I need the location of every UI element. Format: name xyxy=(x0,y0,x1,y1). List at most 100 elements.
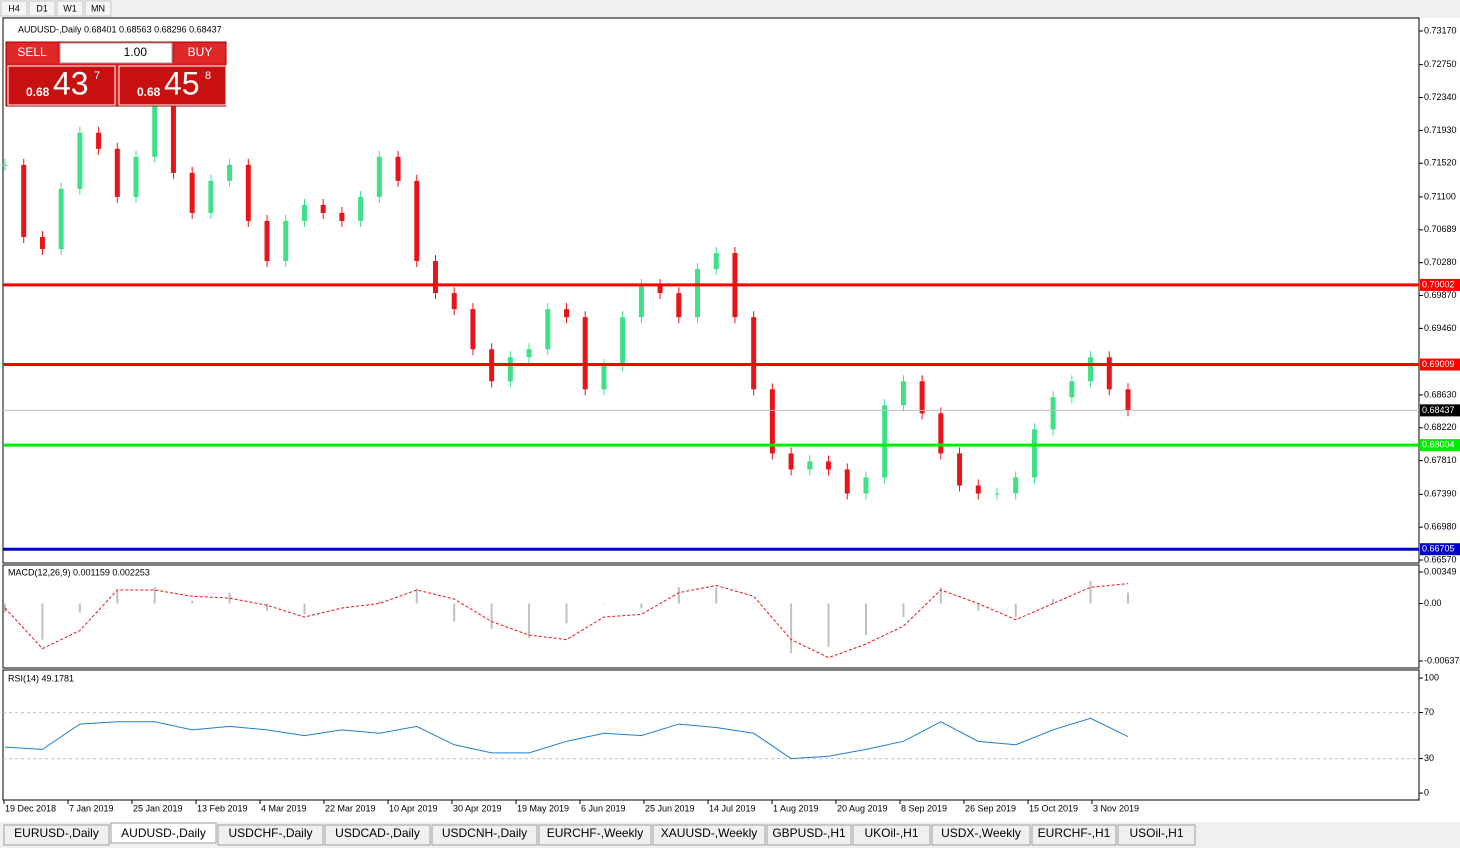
timeframe-label[interactable]: D1 xyxy=(36,3,48,13)
price-main[interactable]: 45 xyxy=(164,65,200,101)
timeframe-button[interactable] xyxy=(56,0,84,17)
tab[interactable] xyxy=(3,824,110,846)
tab[interactable] xyxy=(324,824,431,846)
x-tick-label: 25 Jan 2019 xyxy=(133,803,183,813)
level-label: 0.70002 xyxy=(1422,279,1455,289)
candle xyxy=(994,493,1000,495)
y-tick-label: 0.67390 xyxy=(1424,489,1457,499)
x-tick-label: 15 Oct 2019 xyxy=(1029,803,1078,813)
price-prefix[interactable]: 0.68 xyxy=(137,85,161,99)
y-tick-label: 0.00349 xyxy=(1424,566,1457,576)
tab-label[interactable]: USDX-,Weekly xyxy=(941,826,1021,840)
timeframe-label[interactable]: H4 xyxy=(8,3,20,13)
candle xyxy=(1013,477,1019,494)
macd-bar xyxy=(602,603,605,605)
x-tick-label: 10 Apr 2019 xyxy=(389,803,438,813)
timeframe-label[interactable]: W1 xyxy=(63,3,77,13)
price-button[interactable] xyxy=(7,65,116,106)
tab-label[interactable]: USDCHF-,Daily xyxy=(229,826,313,840)
macd-bar xyxy=(565,603,568,624)
sell-button[interactable] xyxy=(7,43,57,63)
level-label: 0.69009 xyxy=(1422,359,1455,369)
macd-bar xyxy=(228,592,231,604)
x-tick-label: 26 Sep 2019 xyxy=(965,803,1016,813)
level-tag xyxy=(1420,439,1460,452)
candle xyxy=(526,349,532,358)
timeframe-label[interactable]: MN xyxy=(91,3,105,13)
tab-label[interactable]: USDCAD-,Daily xyxy=(335,826,420,840)
tab[interactable] xyxy=(931,824,1031,846)
macd-bar xyxy=(303,603,306,615)
price-main[interactable]: 43 xyxy=(53,65,89,101)
y-tick-label: 0.73170 xyxy=(1424,25,1457,35)
lot-value[interactable]: 1.00 xyxy=(124,45,148,59)
level-label: 0.66705 xyxy=(1422,544,1455,554)
tab[interactable] xyxy=(852,824,931,846)
tab-label[interactable]: XAUUSD-,Weekly xyxy=(661,826,757,840)
candle xyxy=(807,461,813,470)
price-sup[interactable]: 7 xyxy=(94,70,100,82)
tab[interactable] xyxy=(110,822,217,844)
candle xyxy=(283,220,289,262)
buy-label[interactable]: BUY xyxy=(188,45,213,59)
x-tick-label: 1 Aug 2019 xyxy=(773,803,819,813)
y-tick-label: 0.69870 xyxy=(1424,290,1457,300)
panel-frame xyxy=(2,564,1420,669)
tab[interactable] xyxy=(217,824,324,846)
y-tick-label: 0.71930 xyxy=(1424,125,1457,135)
candle xyxy=(1069,381,1075,398)
macd-bar xyxy=(153,587,156,604)
tab-label[interactable]: USDCNH-,Daily xyxy=(442,826,527,840)
buy-button[interactable] xyxy=(175,43,225,63)
candle xyxy=(152,104,158,157)
tab[interactable] xyxy=(1031,824,1117,846)
candle xyxy=(900,381,906,406)
macd-bar xyxy=(827,603,830,647)
candle xyxy=(601,365,607,390)
tab-label[interactable]: GBPUSD-,H1 xyxy=(772,826,846,840)
tab-label[interactable]: EURCHF-,H1 xyxy=(1038,826,1111,840)
macd-bar xyxy=(266,603,269,611)
tab-label[interactable]: EURUSD-,Daily xyxy=(14,826,99,840)
macd-bar xyxy=(939,587,942,604)
tab[interactable] xyxy=(538,824,652,846)
candle xyxy=(844,469,850,494)
candle xyxy=(77,132,83,189)
macd-bar xyxy=(902,603,905,618)
tab-label[interactable]: UKOil-,H1 xyxy=(864,826,918,840)
x-tick-label: 8 Sep 2019 xyxy=(901,803,947,813)
tab[interactable] xyxy=(431,824,538,846)
candle xyxy=(432,261,438,294)
macd-bar xyxy=(191,600,194,604)
macd-bar xyxy=(340,603,343,605)
candle xyxy=(451,293,457,310)
price-sup[interactable]: 8 xyxy=(205,70,211,82)
candle xyxy=(301,204,307,221)
panel-frame xyxy=(2,669,1420,801)
timeframe-button[interactable] xyxy=(84,0,112,17)
macd-bar xyxy=(453,603,456,622)
price-button[interactable] xyxy=(118,65,227,106)
x-tick-label: 6 Jun 2019 xyxy=(581,803,626,813)
candle xyxy=(339,212,345,221)
sell-label[interactable]: SELL xyxy=(17,45,47,59)
tab-label[interactable]: AUDUSD-,Daily xyxy=(121,826,206,840)
timeframe-button[interactable] xyxy=(0,0,28,17)
y-tick-label: 30 xyxy=(1424,753,1434,763)
timeframe-button[interactable] xyxy=(28,0,56,17)
tab[interactable] xyxy=(652,824,766,846)
candle xyxy=(395,156,401,181)
lot-input[interactable] xyxy=(59,42,173,64)
price-prefix[interactable]: 0.68 xyxy=(26,85,50,99)
level-tag xyxy=(1420,543,1460,556)
rsi-title: RSI(14) 49.1781 xyxy=(8,673,74,683)
candle xyxy=(507,357,513,382)
candle xyxy=(2,164,8,166)
candle xyxy=(769,389,775,454)
y-tick-label: -0.00637 xyxy=(1424,655,1460,665)
tab[interactable] xyxy=(1117,824,1196,846)
tab-label[interactable]: EURCHF-,Weekly xyxy=(547,826,643,840)
y-tick-label: 0.68220 xyxy=(1424,422,1457,432)
tab[interactable] xyxy=(766,824,852,846)
tab-label[interactable]: USOil-,H1 xyxy=(1129,826,1183,840)
